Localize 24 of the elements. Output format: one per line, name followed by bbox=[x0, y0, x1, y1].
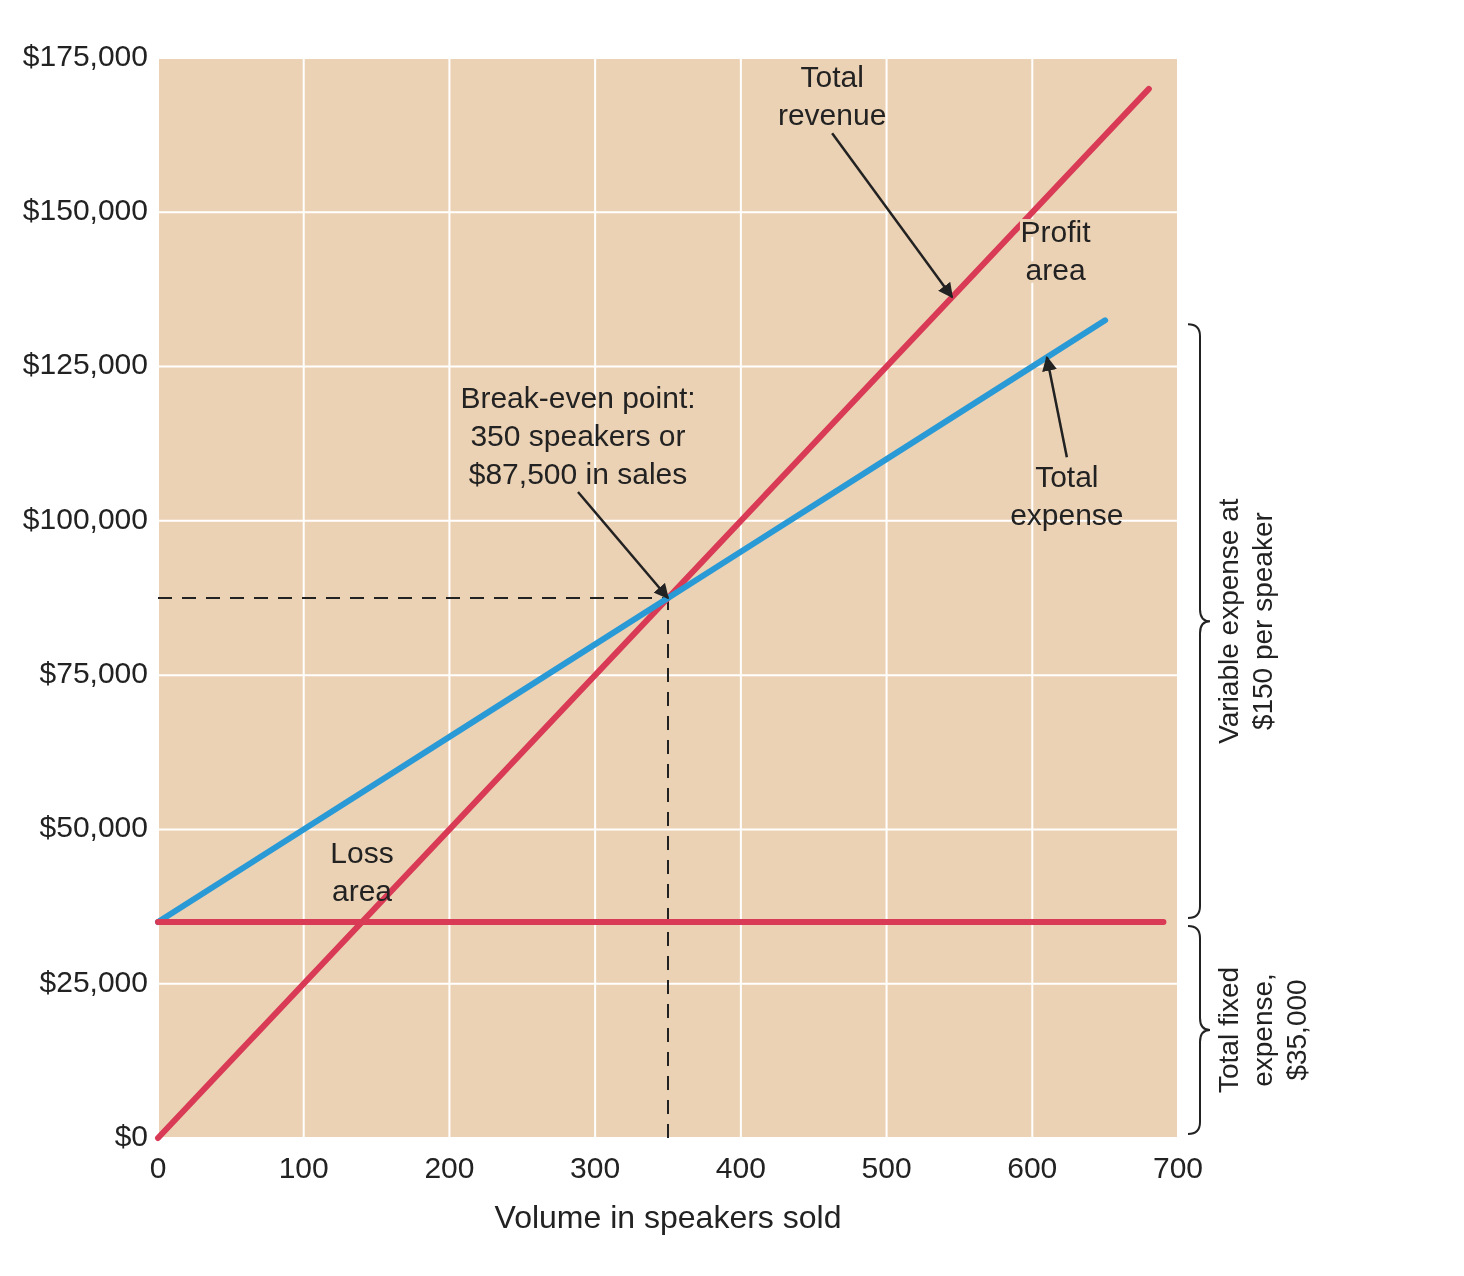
x-tick-label: 100 bbox=[278, 1151, 329, 1184]
y-tick-label: $125,000 bbox=[22, 347, 148, 381]
y-tick-label: $75,000 bbox=[39, 656, 148, 690]
x-tick-label: 600 bbox=[1007, 1151, 1058, 1184]
y-tick-label: $150,000 bbox=[22, 193, 148, 227]
y-tick-label: $0 bbox=[114, 1118, 148, 1152]
y-tick-label: $100,000 bbox=[22, 501, 148, 535]
x-axis-title: Volume in speakers sold bbox=[494, 1199, 842, 1235]
x-tick-label: 500 bbox=[861, 1151, 912, 1184]
x-tick-label: 400 bbox=[715, 1151, 766, 1184]
y-tick-label: $50,000 bbox=[39, 810, 148, 844]
x-tick-label: 0 bbox=[149, 1151, 167, 1184]
annotation: Break-even point: 350 speakers or $87,500 in sales bbox=[460, 381, 696, 490]
annotation: Total expense bbox=[1010, 460, 1124, 532]
x-tick-label: 300 bbox=[570, 1151, 621, 1184]
text: Total fixed expense, $35,000 bbox=[1213, 966, 1312, 1094]
annotation: Profit area bbox=[1020, 214, 1092, 286]
y-tick-label: $25,000 bbox=[39, 964, 148, 998]
text: Variable expense at $150 per speaker bbox=[1213, 498, 1278, 744]
annotation: Total revenue bbox=[777, 60, 887, 132]
annotation: Loss area bbox=[330, 835, 394, 907]
x-tick-label: 700 bbox=[1152, 1151, 1204, 1184]
x-tick-label: 200 bbox=[424, 1151, 475, 1184]
y-tick-label: $175,000 bbox=[22, 38, 148, 72]
